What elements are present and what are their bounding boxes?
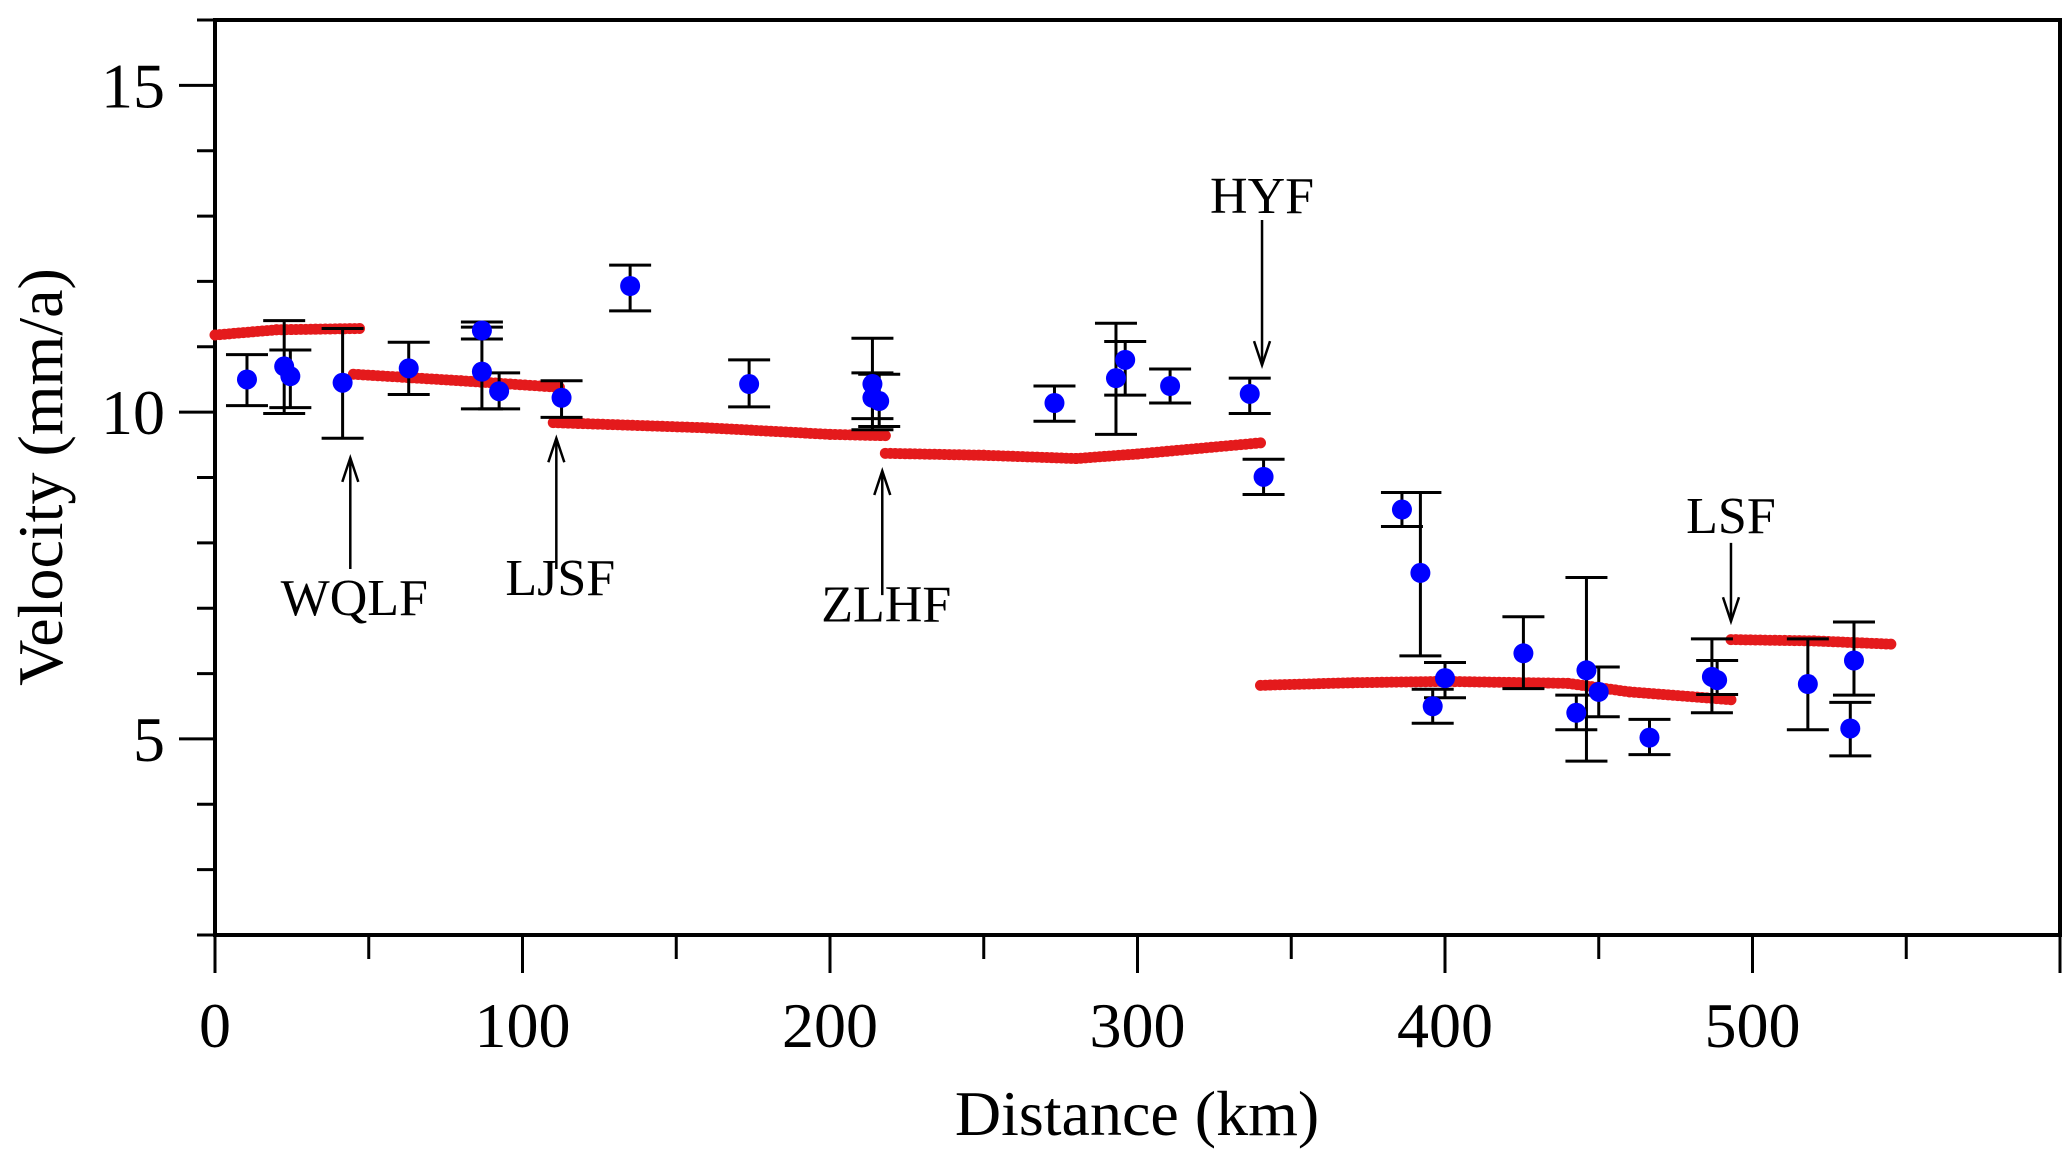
x-tick-label: 200 <box>782 990 878 1061</box>
observed-point <box>1105 368 1126 389</box>
observed-point <box>471 361 492 382</box>
annotations: WQLF LJSF ZLHF HYF LSF <box>281 168 1776 633</box>
observed-point <box>551 387 572 408</box>
arrow-down-icon <box>1721 596 1741 626</box>
fault-label: HYF <box>1210 168 1314 225</box>
x-tick-label: 100 <box>475 990 571 1061</box>
observed-point <box>620 276 641 297</box>
model-series <box>209 322 1897 706</box>
y-axis-title: Velocity (mm/a) <box>5 268 76 686</box>
observed-point <box>1843 650 1864 671</box>
fault-annotation-zlhf: ZLHF <box>821 467 951 633</box>
model-segment <box>1255 675 1737 706</box>
arrow-up-icon <box>341 453 360 483</box>
y-tick-label: 5 <box>133 704 165 775</box>
observed-point <box>1239 383 1260 404</box>
observed-point <box>1410 562 1431 583</box>
fault-annotation-hyf: HYF <box>1210 168 1314 370</box>
observed-point <box>1391 499 1412 520</box>
observed-point <box>1576 660 1597 681</box>
y-tick-label: 10 <box>101 377 165 448</box>
observed-point <box>1639 727 1660 748</box>
observed-point <box>1253 466 1274 487</box>
observed-point <box>489 381 510 402</box>
observed-point <box>332 372 353 393</box>
observed-point <box>1160 376 1181 396</box>
fault-label: LJSF <box>505 550 615 607</box>
x-tick-label: 500 <box>1705 990 1801 1061</box>
fault-annotation-wqlf: WQLF <box>281 453 428 627</box>
arrow-down-icon <box>1252 340 1272 370</box>
observed-point <box>739 374 760 395</box>
x-tick-label: 400 <box>1397 990 1493 1061</box>
model-segment <box>347 368 565 393</box>
observed-point <box>1707 670 1728 691</box>
model-point <box>1885 638 1897 650</box>
observed-point <box>1115 349 1136 370</box>
axes: 0 100 200 300 400 500 5 10 15 <box>101 18 2062 1061</box>
observed-point <box>280 366 301 387</box>
fault-label: LSF <box>1686 488 1776 545</box>
observed-point <box>869 391 890 412</box>
observed-series <box>236 276 1864 748</box>
x-axis-title: Distance (km) <box>955 1078 1319 1149</box>
arrow-up-icon <box>547 434 566 463</box>
fault-label: WQLF <box>281 570 428 627</box>
observed-point <box>236 369 257 390</box>
fault-annotation-lsf: LSF <box>1686 488 1776 626</box>
x-tick-label: 0 <box>199 990 231 1061</box>
x-tick-label: 300 <box>1090 990 1186 1061</box>
observed-point <box>1588 681 1609 702</box>
observed-point <box>1422 696 1443 717</box>
observed-point <box>1513 643 1534 664</box>
model-segment <box>547 417 891 442</box>
observed-point <box>1044 392 1065 413</box>
observed-point <box>398 358 419 379</box>
observed-point <box>1566 702 1587 723</box>
y-tick-label: 15 <box>101 50 165 121</box>
model-segment <box>879 437 1266 465</box>
observed-point <box>862 374 883 395</box>
arrow-up-icon <box>873 467 892 496</box>
observed-point <box>1840 718 1861 739</box>
fault-label: ZLHF <box>821 576 951 633</box>
observed-point <box>1797 674 1818 695</box>
model-segment <box>1725 634 1897 650</box>
observed-point <box>471 320 492 341</box>
fault-annotation-ljsf: LJSF <box>505 434 615 607</box>
model-point <box>1255 437 1266 449</box>
observed-point <box>1435 668 1455 689</box>
plot-frame <box>213 18 2062 937</box>
model-point <box>1725 694 1737 706</box>
model-point <box>879 430 891 442</box>
